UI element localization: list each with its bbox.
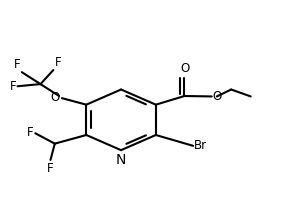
Text: F: F <box>10 80 16 93</box>
Text: F: F <box>55 56 61 69</box>
Text: O: O <box>213 90 222 103</box>
Text: F: F <box>47 162 54 175</box>
Text: Br: Br <box>194 139 207 152</box>
Text: F: F <box>14 58 20 71</box>
Text: F: F <box>27 126 34 139</box>
Text: N: N <box>116 153 126 167</box>
Text: O: O <box>181 62 190 75</box>
Text: O: O <box>51 91 60 104</box>
